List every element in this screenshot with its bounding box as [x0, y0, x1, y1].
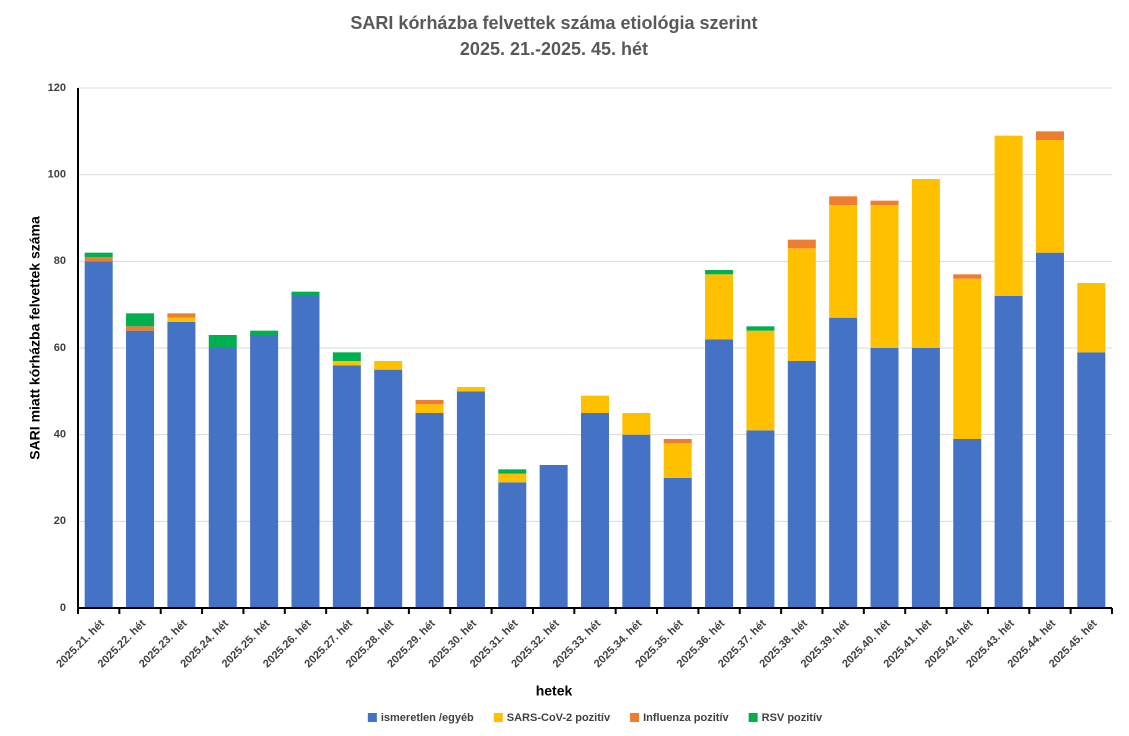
bar-segment	[746, 330, 775, 431]
bar-segment	[994, 296, 1023, 608]
legend-label: SARS-CoV-2 pozitív	[507, 712, 611, 724]
bar-segment	[456, 387, 485, 392]
bar-segment	[84, 252, 113, 257]
bar-segment	[332, 365, 361, 608]
y-axis-title: SARI miatt kórházba felvettek száma	[27, 216, 43, 460]
bar-segment	[332, 352, 361, 361]
bar-segment	[332, 361, 361, 366]
bar-segment	[84, 257, 113, 262]
y-tick-label: 100	[48, 169, 66, 181]
legend-label: ismeretlen /egyéb	[381, 712, 474, 724]
bar-segment	[415, 413, 444, 608]
bar-segment	[622, 434, 651, 608]
bar-segment	[1035, 140, 1064, 253]
bar-segment	[126, 330, 155, 608]
bar-segment	[126, 313, 155, 327]
bar-segment	[291, 291, 320, 296]
bar-segment	[829, 317, 858, 608]
y-tick-label: 60	[54, 342, 66, 354]
bar-segment	[953, 439, 982, 608]
legend-label: RSV pozitív	[762, 712, 823, 724]
legend-swatch	[367, 713, 377, 722]
bar-segment	[126, 326, 155, 331]
chart-title: SARI kórházba felvettek száma etiológia …	[350, 13, 757, 33]
bar-segment	[167, 322, 196, 608]
bar-segment	[84, 261, 113, 608]
bar-segment	[663, 439, 692, 444]
bar-segment	[622, 413, 651, 435]
bar-segment	[208, 335, 237, 348]
bar-segment	[911, 179, 940, 348]
x-axis-title: hetek	[536, 683, 573, 699]
legend-swatch	[748, 713, 758, 722]
bar-segment	[787, 248, 816, 361]
bar-segment	[208, 348, 237, 608]
bar-segment	[994, 135, 1023, 296]
y-tick-label: 0	[60, 602, 66, 614]
legend-label: Influenza pozitív	[643, 712, 729, 724]
bar-segment	[911, 348, 940, 608]
bar-segment	[250, 330, 279, 335]
y-tick-label: 80	[54, 255, 66, 267]
bar-segment	[374, 369, 403, 608]
bar-segment	[415, 404, 444, 413]
bar-segment	[953, 278, 982, 439]
bar-segment	[746, 326, 775, 331]
legend-item: SARS-CoV-2 pozitív	[493, 712, 611, 724]
bar-segment	[746, 430, 775, 608]
bar-segment	[705, 270, 734, 275]
bar-segment	[787, 361, 816, 608]
bar-segment	[539, 465, 568, 608]
bar-segment	[167, 317, 196, 322]
bar-segment	[870, 200, 899, 205]
bar-segment	[829, 196, 858, 205]
bar-segment	[167, 313, 196, 318]
legend-item: Influenza pozitív	[630, 712, 730, 724]
bar-segment	[870, 205, 899, 348]
bar-segment	[581, 395, 609, 413]
bar-segment	[291, 296, 320, 608]
bar-segment	[705, 339, 734, 608]
legend-swatch	[630, 713, 640, 722]
bar-segment	[415, 400, 444, 405]
bar-segment	[581, 413, 609, 608]
bar-segment	[374, 361, 403, 370]
bar-segment	[498, 482, 527, 608]
bar-segment	[829, 205, 858, 318]
bar-segment	[705, 274, 734, 340]
chart-subtitle: 2025. 21.-2025. 45. hét	[460, 39, 648, 59]
y-tick-label: 40	[54, 429, 66, 441]
legend-swatch	[493, 713, 503, 722]
bar-segment	[953, 274, 982, 279]
bar-segment	[663, 443, 692, 478]
bar-segment	[1035, 131, 1064, 140]
bar-segment	[787, 239, 816, 249]
bar-segment	[498, 473, 527, 483]
bar-segment	[870, 348, 899, 608]
bar-segment	[663, 478, 692, 608]
y-tick-label: 120	[48, 82, 66, 94]
legend-item: RSV pozitív	[748, 712, 823, 724]
bar-segment	[498, 469, 527, 474]
legend-item: ismeretlen /egyéb	[367, 712, 474, 724]
y-tick-label: 20	[54, 515, 66, 527]
bar-segment	[1077, 283, 1106, 353]
legend: ismeretlen /egyéb SARS-CoV-2 pozitív Influ…	[367, 712, 823, 724]
bar-segment	[250, 335, 279, 608]
bar-segment	[1077, 352, 1106, 608]
bar-segment	[1035, 252, 1064, 608]
bar-segment	[456, 391, 485, 608]
